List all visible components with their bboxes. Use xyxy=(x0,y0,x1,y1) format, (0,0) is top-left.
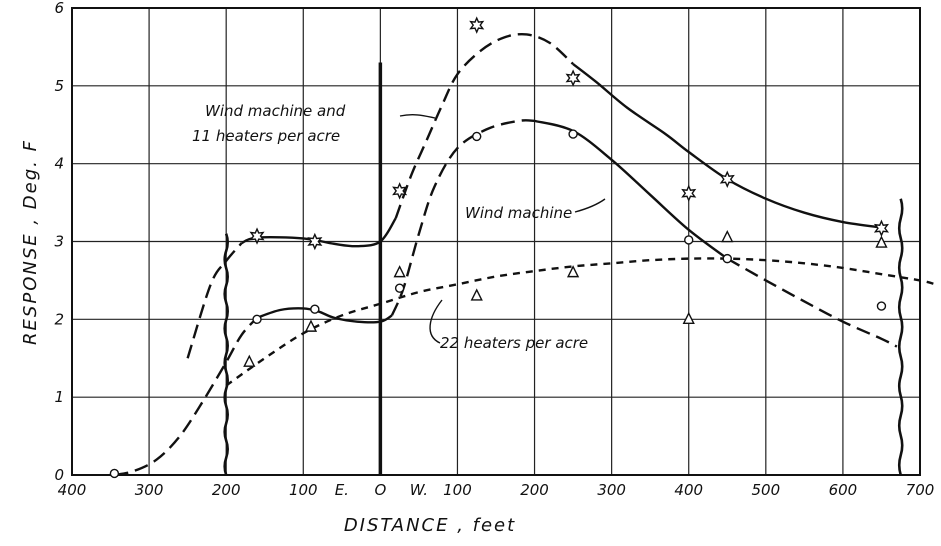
data-point-triangle xyxy=(721,230,734,243)
data-point-star xyxy=(307,232,323,251)
data-point-circle xyxy=(876,301,887,311)
series-layer xyxy=(114,32,936,477)
series-line-2 xyxy=(225,257,936,387)
data-point-star xyxy=(469,16,485,34)
data-point-triangle xyxy=(393,265,406,278)
data-point-circle xyxy=(472,131,482,142)
series-line-1-segment xyxy=(114,316,258,477)
data-point-circle xyxy=(310,304,320,314)
x-tick-label: 200 xyxy=(212,481,241,499)
x-tick-label: O xyxy=(374,481,386,499)
annotation-wind-machine-heaters-line1: Wind machine and xyxy=(205,102,346,120)
x-tick-label: 100 xyxy=(289,481,318,499)
x-tick-label: 100 xyxy=(443,481,472,499)
series-line-0-segment xyxy=(572,63,882,229)
data-point-circle xyxy=(568,129,578,139)
x-tick-label: 400 xyxy=(674,481,703,499)
annotation-arrows xyxy=(399,114,606,344)
data-point-star xyxy=(392,182,408,200)
x-tick-label: 300 xyxy=(597,481,626,499)
data-point-triangle xyxy=(304,319,318,332)
east-boundary-line xyxy=(223,233,229,476)
x-tick-label: 300 xyxy=(135,481,164,499)
annotation-22-heaters: 22 heaters per acre xyxy=(440,334,588,352)
data-point-circle xyxy=(684,235,694,245)
data-point-circle xyxy=(252,314,262,325)
marker-layer xyxy=(109,16,890,479)
annotation-wind-machine-heaters-line2: 11 heaters per acre xyxy=(192,127,340,145)
data-point-star xyxy=(873,219,890,238)
series-line-1-segment xyxy=(256,307,393,324)
data-point-star xyxy=(681,184,697,202)
series-line-0-segment xyxy=(394,32,574,219)
x-tick-label: 600 xyxy=(829,481,858,499)
leader-22-heaters xyxy=(429,299,443,344)
x-tick-label: W. xyxy=(410,481,428,499)
x-tick-label: 500 xyxy=(751,481,780,499)
series-line-1-segment xyxy=(534,119,728,260)
series-line-1-segment xyxy=(390,119,535,316)
leader-wind-machine xyxy=(574,198,606,213)
y-tick-label: 5 xyxy=(54,77,64,95)
y-tick-label: 1 xyxy=(54,388,64,406)
grid xyxy=(71,7,921,476)
data-point-triangle xyxy=(470,288,483,301)
data-point-star xyxy=(565,69,581,87)
west-boundary-line xyxy=(897,198,904,476)
y-tick-label: 0 xyxy=(54,466,64,484)
data-point-star xyxy=(249,227,265,245)
y-tick-label: 3 xyxy=(54,233,64,251)
x-tick-label: 200 xyxy=(520,481,549,499)
data-point-circle xyxy=(109,468,120,479)
x-tick-label: 400 xyxy=(58,481,87,499)
annotation-wind-machine: Wind machine xyxy=(465,204,572,222)
series-line-1-segment xyxy=(726,257,898,348)
data-point-triangle xyxy=(243,354,256,367)
data-point-star xyxy=(719,170,735,188)
data-point-circle xyxy=(394,283,405,293)
data-point-triangle xyxy=(875,235,888,248)
data-point-triangle xyxy=(566,265,580,278)
data-point-triangle xyxy=(682,311,695,325)
data-point-circle xyxy=(722,253,732,264)
y-axis-title: RESPONSE , Deg. F xyxy=(20,139,41,345)
y-tick-label: 2 xyxy=(54,310,64,328)
x-axis-title: DISTANCE , feet xyxy=(344,515,516,536)
x-tick-label: E. xyxy=(335,481,349,499)
leader-wind-machine-heaters xyxy=(399,114,436,119)
x-tick-label: 700 xyxy=(906,481,935,499)
y-tick-label: 6 xyxy=(54,0,64,17)
y-tick-label: 4 xyxy=(54,155,64,173)
tick-labels: 400 300 200 100 E. O W. 100 200 300 400 500 600 700 0 1… xyxy=(54,0,934,499)
reference-lines xyxy=(223,62,904,476)
plot-frame xyxy=(71,7,921,476)
series-line-0-segment xyxy=(186,242,243,359)
